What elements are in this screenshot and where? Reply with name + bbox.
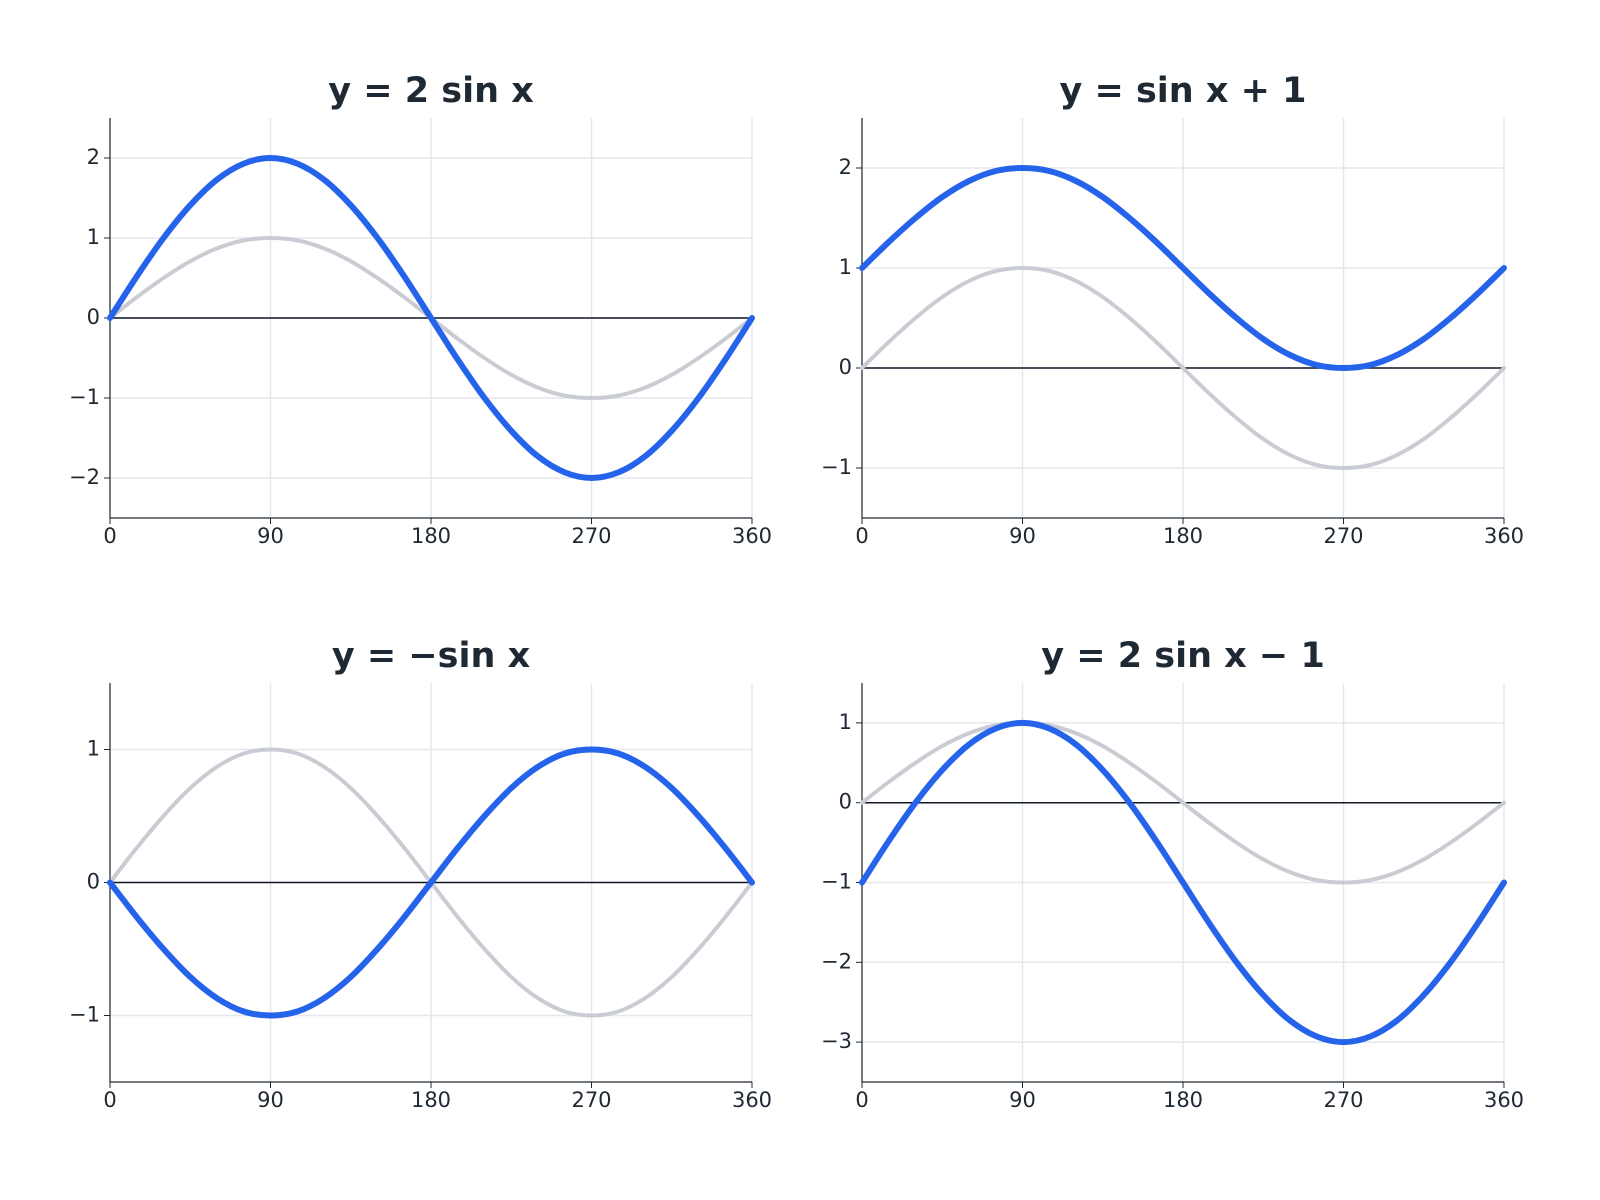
x-tick-label: 270 — [571, 524, 611, 548]
y-tick-label: −1 — [69, 385, 100, 409]
x-tick-label: 360 — [1484, 524, 1524, 548]
y-tick-label: 2 — [87, 145, 100, 169]
x-tick-label: 90 — [257, 524, 284, 548]
x-tick-label: 180 — [1163, 524, 1203, 548]
x-tick-label: 0 — [855, 1088, 868, 1112]
y-tick-label: −2 — [69, 465, 100, 489]
x-tick-label: 90 — [1009, 524, 1036, 548]
y-tick-label: −2 — [821, 949, 852, 973]
y-tick-label: 0 — [87, 305, 100, 329]
y-tick-label: 1 — [839, 255, 852, 279]
y-tick-label: 0 — [839, 790, 852, 814]
x-tick-label: 180 — [411, 524, 451, 548]
y-tick-label: −1 — [69, 1003, 100, 1027]
x-tick-label: 360 — [732, 1088, 772, 1112]
y-tick-label: −1 — [821, 455, 852, 479]
x-tick-label: 270 — [571, 1088, 611, 1112]
series-line — [107, 154, 755, 482]
series-line — [860, 720, 1506, 885]
series-line — [860, 265, 1506, 471]
x-tick-label: 180 — [1163, 1088, 1203, 1112]
x-tick-label: 180 — [411, 1088, 451, 1112]
y-tick-label: 0 — [87, 870, 100, 894]
x-tick-label: 90 — [1009, 1088, 1036, 1112]
y-tick-label: 0 — [839, 355, 852, 379]
chart-title: y = 2 sin x — [328, 71, 534, 111]
x-tick-label: 0 — [103, 1088, 116, 1112]
x-tick-label: 360 — [1484, 1088, 1524, 1112]
x-tick-label: 90 — [257, 1088, 284, 1112]
chart-title: y = −sin x — [332, 636, 531, 676]
y-tick-label: 2 — [839, 155, 852, 179]
y-tick-label: −1 — [821, 870, 852, 894]
x-tick-label: 360 — [732, 524, 772, 548]
x-tick-label: 270 — [1323, 1088, 1363, 1112]
series-line — [859, 719, 1507, 1046]
x-tick-label: 0 — [103, 524, 116, 548]
y-tick-label: 1 — [839, 710, 852, 734]
x-tick-label: 270 — [1323, 524, 1363, 548]
y-tick-label: −3 — [821, 1029, 852, 1053]
chart-title: y = sin x + 1 — [1059, 71, 1306, 111]
y-tick-label: 1 — [87, 737, 100, 761]
series-line — [859, 164, 1507, 372]
series-line — [107, 746, 755, 1019]
y-tick-label: 1 — [87, 225, 100, 249]
chart-title: y = 2 sin x − 1 — [1041, 636, 1325, 676]
x-tick-label: 0 — [855, 524, 868, 548]
